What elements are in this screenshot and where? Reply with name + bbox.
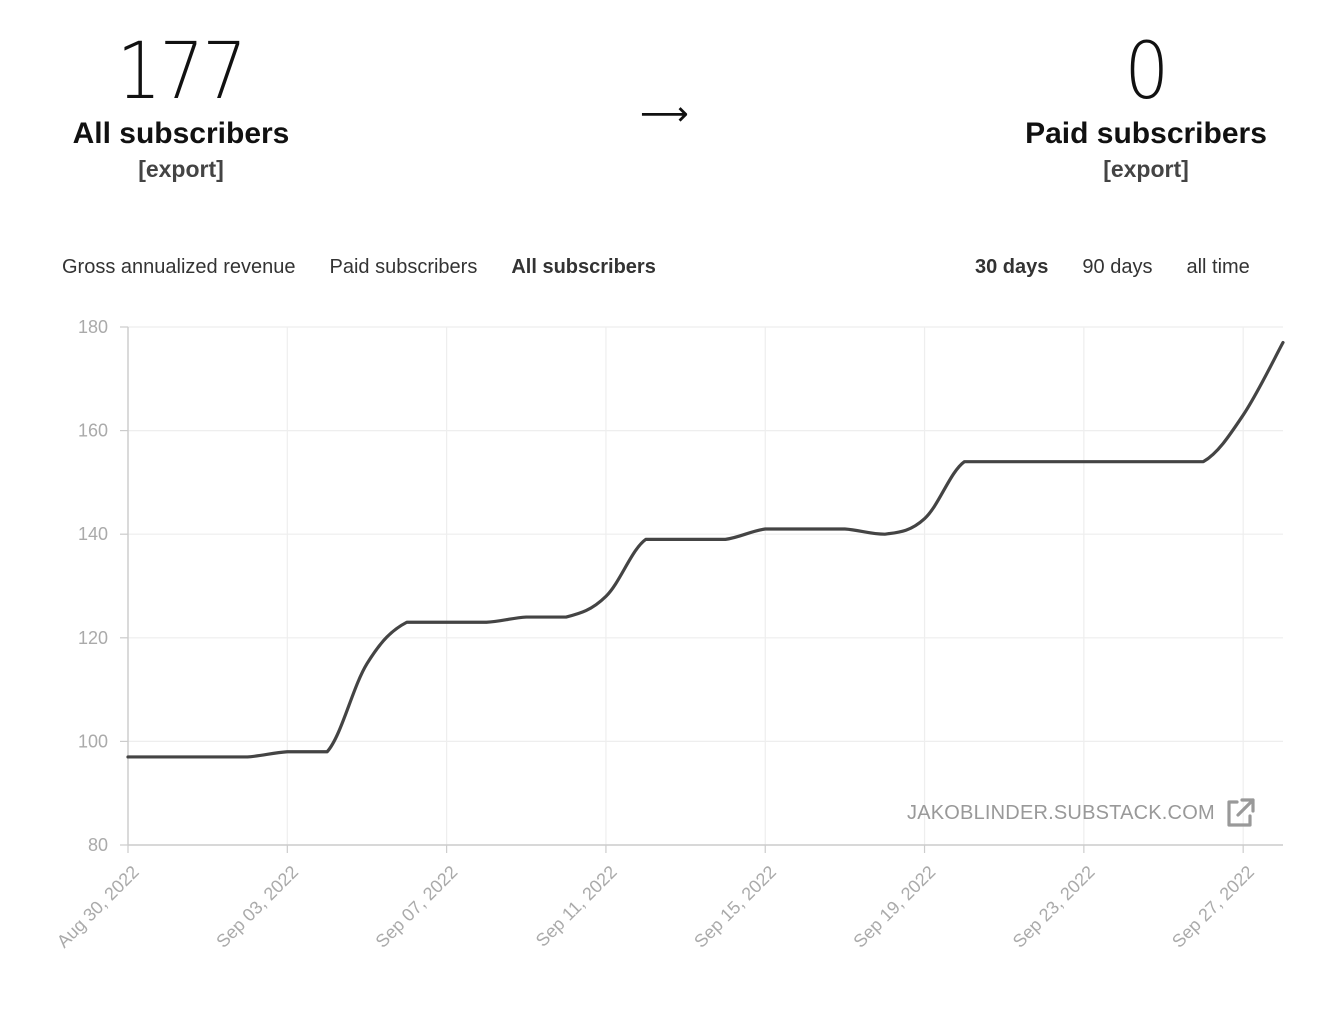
tab-all-time[interactable]: all time — [1186, 256, 1250, 278]
x-tick-label: Sep 15, 2022 — [690, 862, 780, 952]
y-tick-label: 80 — [88, 835, 108, 855]
all-subscribers-count: 177 — [116, 27, 247, 117]
y-axis-ticks: 80 100 120 140 160 180 — [78, 317, 108, 855]
range-tabs: 30 days 90 days all time — [975, 256, 1284, 279]
export-all-subscribers-link[interactable]: [export] — [138, 156, 224, 182]
tab-30-days[interactable]: 30 days — [975, 256, 1049, 278]
paid-subscribers-count: 0 — [1124, 27, 1170, 117]
tab-all-subscribers[interactable]: All subscribers — [511, 256, 656, 278]
all-subscribers-label: All subscribers — [72, 117, 290, 150]
y-tick-label: 120 — [78, 628, 108, 648]
paid-subscribers-stat: 0 Paid subscribers [export] — [1011, 28, 1281, 183]
x-axis-ticks: Aug 30, 2022 Sep 03, 2022 Sep 07, 2022 Sep … — [53, 862, 1258, 952]
y-tick-label: 180 — [78, 317, 108, 337]
tab-gross-annualized-revenue[interactable]: Gross annualized revenue — [62, 256, 296, 278]
chart-axes — [120, 326, 1283, 853]
x-tick-label: Aug 30, 2022 — [53, 862, 143, 952]
chart-grid — [127, 326, 1283, 846]
export-paid-subscribers-link[interactable]: [export] — [1103, 156, 1189, 182]
y-tick-label: 100 — [78, 731, 108, 751]
x-tick-label: Sep 27, 2022 — [1168, 862, 1258, 952]
all-subscribers-series-line — [126, 340, 1285, 759]
publication-watermark[interactable]: JAKOBLINDER.SUBSTACK.COM — [907, 796, 1257, 830]
x-tick-label: Sep 23, 2022 — [1009, 862, 1099, 952]
metric-tabs: Gross annualized revenue Paid subscriber… — [62, 256, 690, 279]
y-tick-label: 160 — [78, 421, 108, 441]
tab-90-days[interactable]: 90 days — [1082, 256, 1153, 278]
x-tick-label: Sep 11, 2022 — [532, 862, 621, 951]
paid-subscribers-label: Paid subscribers — [1025, 117, 1267, 150]
subscribers-line-chart: 80 100 120 140 160 180 Aug 30, 2022 Sep 03, 20… — [53, 317, 1285, 952]
external-link-icon — [1227, 798, 1255, 827]
chart-series — [126, 340, 1285, 759]
x-tick-label: Sep 07, 2022 — [372, 862, 462, 952]
x-tick-label: Sep 19, 2022 — [850, 862, 940, 952]
tab-paid-subscribers[interactable]: Paid subscribers — [329, 256, 478, 278]
y-tick-label: 140 — [78, 524, 108, 544]
arrow-right-icon: ⟶ — [640, 94, 689, 134]
x-tick-label: Sep 03, 2022 — [212, 862, 302, 952]
all-subscribers-stat: 177 All subscribers [export] — [61, 28, 301, 183]
publication-url: JAKOBLINDER.SUBSTACK.COM — [907, 801, 1215, 824]
